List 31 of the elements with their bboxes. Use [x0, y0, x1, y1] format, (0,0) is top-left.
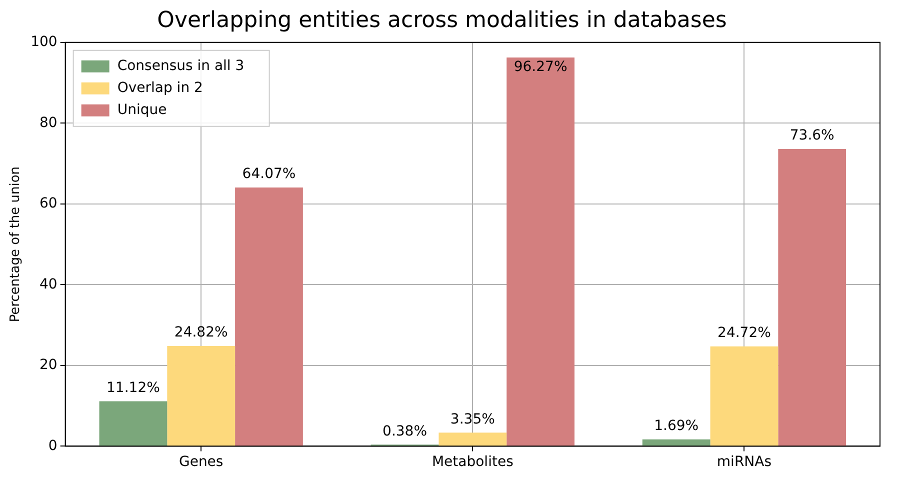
bar	[99, 401, 168, 446]
chart-title: Overlapping entities across modalities in databases	[157, 8, 727, 33]
y-tick-label: 60	[39, 196, 58, 212]
data-label: 11.12%	[106, 380, 160, 396]
data-label: 3.35%	[450, 411, 495, 428]
bar	[438, 432, 507, 446]
x-tick-label: Metabolites	[432, 454, 514, 470]
y-tick-label: 40	[39, 276, 58, 292]
data-label: 24.82%	[174, 324, 228, 341]
bar	[642, 439, 710, 446]
data-label: 0.38%	[382, 423, 428, 440]
y-tick-label: 20	[39, 357, 58, 374]
y-tick-label: 100	[30, 34, 58, 50]
y-axis-title: Percentage of the union	[8, 166, 24, 322]
y-tick-label: 0	[48, 438, 58, 454]
x-tick-label: miRNAs	[716, 454, 772, 470]
y-tick-label: 80	[39, 114, 58, 131]
data-label: 1.69%	[654, 418, 699, 434]
bar	[506, 57, 574, 446]
bar	[710, 346, 778, 446]
bar	[235, 187, 303, 446]
legend-label: Unique	[117, 102, 167, 118]
bar	[778, 149, 846, 446]
data-label: 73.6%	[790, 128, 834, 144]
data-label: 96.27%	[514, 59, 568, 76]
legend-label: Overlap in 2	[117, 80, 203, 96]
bar	[167, 346, 236, 446]
x-tick-label: Genes	[178, 454, 224, 470]
data-label: 24.72%	[718, 325, 771, 342]
legend-label: Consensus in all 3	[117, 58, 244, 74]
data-label: 64.07%	[242, 166, 296, 182]
